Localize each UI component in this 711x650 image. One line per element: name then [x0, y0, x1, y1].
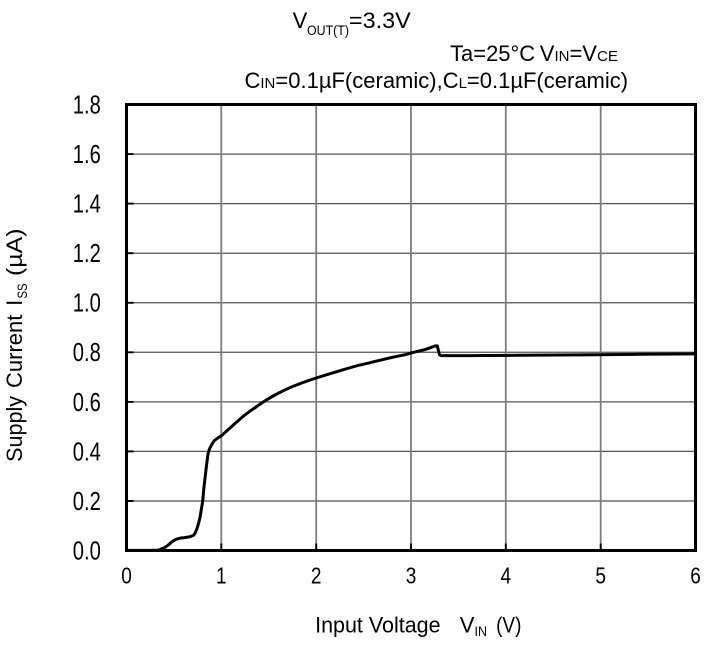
svg-text:1.2: 1.2 — [73, 240, 101, 268]
svg-text:1: 1 — [216, 563, 227, 589]
svg-text:V: V — [460, 613, 475, 638]
svg-text:Supply: Supply — [2, 396, 27, 462]
svg-text:L: L — [459, 75, 467, 92]
svg-text:V: V — [582, 41, 597, 66]
svg-text:1.4: 1.4 — [73, 191, 101, 219]
svg-text:C: C — [443, 68, 459, 93]
svg-text:4: 4 — [501, 563, 512, 589]
svg-text:0.6: 0.6 — [73, 389, 101, 417]
svg-text:5: 5 — [595, 563, 606, 589]
svg-text:(µA): (µA) — [2, 229, 27, 277]
svg-text:IN: IN — [475, 623, 488, 639]
svg-text:=0.1µF(ceramic): =0.1µF(ceramic) — [467, 68, 628, 93]
svg-text:SS: SS — [14, 284, 30, 299]
svg-text:(V): (V) — [496, 613, 521, 638]
svg-text:=0.1µF(ceramic),: =0.1µF(ceramic), — [275, 68, 442, 93]
svg-text:3: 3 — [406, 563, 417, 589]
svg-text:2: 2 — [311, 563, 322, 589]
svg-text:OUT(T): OUT(T) — [307, 23, 349, 38]
svg-text:IN: IN — [555, 48, 570, 65]
svg-text:=: = — [570, 41, 583, 66]
svg-text:0.2: 0.2 — [73, 488, 101, 516]
svg-text:1.0: 1.0 — [73, 290, 101, 318]
svg-text:V: V — [293, 8, 308, 33]
svg-text:IN: IN — [260, 75, 275, 92]
svg-text:Ta=25°C: Ta=25°C — [450, 41, 535, 66]
svg-text:C: C — [245, 68, 261, 93]
svg-text:0: 0 — [121, 563, 132, 589]
svg-text:1.6: 1.6 — [73, 141, 101, 169]
svg-text:=3.3V: =3.3V — [349, 8, 411, 33]
svg-text:Input Voltage: Input Voltage — [315, 613, 441, 638]
svg-text:0.8: 0.8 — [73, 339, 101, 367]
svg-text:6: 6 — [690, 563, 701, 589]
svg-text:CE: CE — [597, 48, 618, 65]
svg-text:I: I — [2, 300, 27, 306]
svg-text:0.0: 0.0 — [73, 537, 101, 565]
svg-text:Current: Current — [2, 315, 27, 388]
svg-text:V: V — [540, 41, 555, 66]
svg-text:1.8: 1.8 — [73, 91, 101, 119]
svg-text:0.4: 0.4 — [73, 438, 101, 466]
